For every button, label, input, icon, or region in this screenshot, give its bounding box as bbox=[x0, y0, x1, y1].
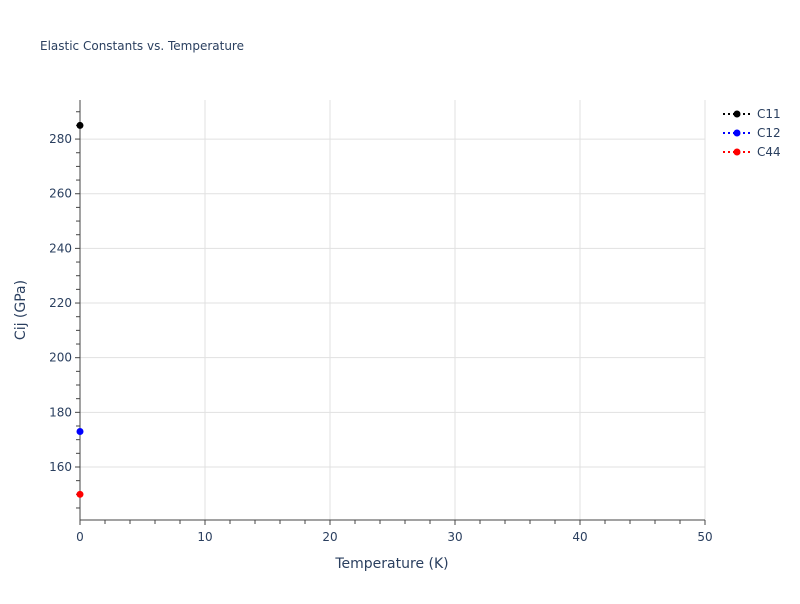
x-tick-label: 40 bbox=[572, 530, 587, 544]
x-tick-label: 20 bbox=[322, 530, 337, 544]
y-tick-label: 280 bbox=[49, 132, 72, 146]
y-tick-label: 240 bbox=[49, 241, 72, 255]
x-tick-label: 0 bbox=[76, 530, 84, 544]
legend-marker-c12 bbox=[733, 129, 741, 137]
data-point-c12 bbox=[76, 427, 84, 435]
y-axis-label: Cij (GPa) bbox=[13, 280, 29, 340]
legend-label-c44: C44 bbox=[757, 145, 781, 159]
x-axis-label: Temperature (K) bbox=[334, 556, 448, 572]
y-tick-label: 180 bbox=[49, 405, 72, 419]
data-point-c44 bbox=[76, 490, 84, 498]
legend-label-c11: C11 bbox=[757, 107, 781, 121]
y-tick-label: 200 bbox=[49, 351, 72, 365]
data-point-c11 bbox=[76, 121, 84, 129]
y-tick-label: 160 bbox=[49, 460, 72, 474]
x-tick-label: 50 bbox=[697, 530, 712, 544]
x-tick-label: 10 bbox=[197, 530, 212, 544]
legend-marker-c44 bbox=[733, 148, 741, 156]
legend-label-c12: C12 bbox=[757, 126, 781, 140]
legend-marker-c11 bbox=[733, 110, 741, 118]
y-tick-label: 260 bbox=[49, 187, 72, 201]
chart-title: Elastic Constants vs. Temperature bbox=[40, 39, 244, 53]
x-tick-label: 30 bbox=[447, 530, 462, 544]
y-tick-label: 220 bbox=[49, 296, 72, 310]
